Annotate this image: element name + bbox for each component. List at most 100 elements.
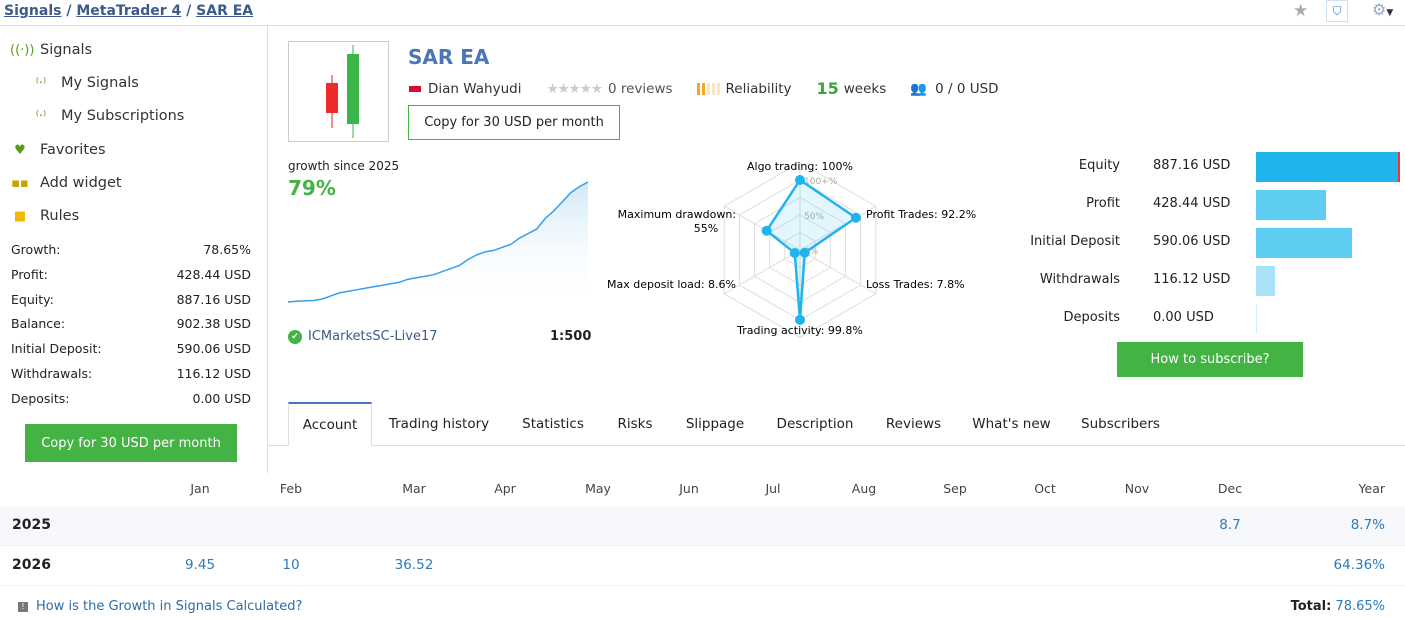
tab-description[interactable]: Description	[776, 416, 854, 432]
stat-label: Deposits:	[11, 390, 70, 406]
growth-help-link[interactable]: How is the Growth in Signals Calculated?	[36, 599, 303, 614]
weeks-count: 15	[816, 79, 839, 98]
radar-point	[799, 247, 810, 258]
year-total: 8.7%	[1350, 517, 1385, 533]
gear-icon[interactable]: ⚙▼	[1372, 0, 1394, 19]
balance-label: Deposits	[1063, 310, 1120, 325]
month-header: Apr	[494, 481, 516, 496]
month-header: Jan	[190, 481, 210, 496]
total-value: 78.65%	[1335, 599, 1385, 614]
radar-tick: 100+%	[804, 177, 838, 187]
broker: ✔ ICMarketsSC-Live17	[288, 329, 437, 344]
author-link[interactable]: Dian Wahyudi	[428, 80, 522, 97]
breadcrumb: Signals / MetaTrader 4 / SAR EA	[4, 3, 254, 19]
radar-spoke	[799, 249, 877, 295]
widget-icon: ▪▪	[11, 175, 29, 191]
balance-label: Withdrawals	[1039, 272, 1120, 287]
label: Rules	[40, 208, 80, 224]
total-label: Total:	[1290, 599, 1332, 614]
balance-label: Equity	[1078, 158, 1120, 173]
balance-value: 0.00 USD	[1153, 310, 1214, 325]
stat-value: 116.12 USD	[176, 366, 251, 381]
radar-label: Algo trading: 100%	[747, 160, 853, 173]
growth-help: ! How is the Growth in Signals Calculate…	[18, 599, 302, 614]
sidebar-item-signals[interactable]: ((·)) Signals	[10, 42, 92, 58]
radar-label: Profit Trades: 92.2%	[866, 208, 976, 221]
sidebar-copy-button[interactable]: Copy for 30 USD per month	[25, 424, 237, 462]
label: Signals	[40, 42, 93, 58]
subscribers-value: 0 / 0 USD	[935, 80, 999, 97]
tab-what-s-new[interactable]: What's new	[972, 416, 1051, 432]
tab-subscribers[interactable]: Subscribers	[1081, 416, 1160, 432]
balance-value: 887.16 USD	[1153, 158, 1231, 173]
tab-slippage[interactable]: Slippage	[685, 416, 745, 432]
stat-value: 590.06 USD	[176, 341, 251, 357]
balance-value: 116.12 USD	[1153, 272, 1231, 287]
month-header: May	[585, 481, 611, 496]
stat-row: Initial Deposit: 590.06 USD	[11, 341, 251, 356]
radar-point	[850, 212, 861, 223]
stat-label: Balance:	[11, 316, 66, 332]
tab-trading-history[interactable]: Trading history	[388, 416, 490, 432]
month-header: Aug	[851, 481, 877, 496]
balance-bar	[1256, 266, 1275, 296]
growth-value: 79%	[288, 176, 336, 200]
year-header: Year	[1358, 481, 1385, 496]
balance-label: Initial Deposit	[1030, 234, 1120, 249]
sidebar-item-favorites[interactable]: ♥ Favorites	[10, 142, 105, 158]
month-value: 9.45	[184, 557, 216, 573]
balance-value: 590.06 USD	[1153, 234, 1231, 249]
rules-icon: ■	[13, 208, 27, 224]
stat-value: 428.44 USD	[176, 266, 251, 282]
month-value: 36.52	[394, 557, 434, 573]
radar-label: Max deposit load: 8.6%	[607, 278, 736, 291]
star-icon[interactable]: ★	[1293, 1, 1309, 21]
page-title: SAR EA	[408, 45, 490, 69]
radar-point	[795, 314, 805, 325]
label: My Signals	[61, 75, 139, 91]
weeks-label: weeks	[843, 80, 887, 97]
growth-chart	[288, 181, 588, 305]
bookmark-icon[interactable]: ⛉	[1326, 0, 1348, 22]
breadcrumb-current[interactable]: SAR EA	[196, 3, 254, 19]
sidebar-item-my-signals[interactable]: ⁽·⁾ My Signals	[31, 75, 139, 91]
breadcrumb-metatrader[interactable]: MetaTrader 4	[76, 3, 182, 19]
radar-spoke	[723, 205, 801, 251]
tab-account[interactable]: Account	[288, 402, 372, 446]
tab-risks[interactable]: Risks	[617, 416, 653, 432]
broker-name[interactable]: ICMarketsSC-Live17	[308, 329, 438, 344]
month-header: Nov	[1124, 481, 1150, 496]
rating-stars: ★★★★★	[546, 80, 603, 97]
stat-value: 0.00 USD	[192, 390, 251, 406]
sidebar-item-add-widget[interactable]: ▪▪ Add widget	[10, 175, 122, 191]
label: Add widget	[40, 175, 122, 191]
reliability-label: Reliability	[725, 80, 792, 97]
sidebar-item-rules[interactable]: ■ Rules	[10, 208, 79, 224]
how-to-subscribe-button[interactable]: How to subscribe?	[1117, 342, 1303, 377]
month-value: 10	[282, 557, 300, 573]
growth-label: growth since 2025	[288, 159, 400, 173]
balance-value: 428.44 USD	[1153, 196, 1231, 211]
my-signals-icon: ⁽·⁾	[35, 75, 47, 91]
label: My Subscriptions	[61, 108, 185, 124]
breadcrumb-signals[interactable]: Signals	[4, 3, 62, 19]
reliability-bars	[696, 82, 720, 95]
row-year: 2025	[12, 517, 51, 533]
table-row	[0, 546, 1405, 586]
radar-label: Loss Trades: 7.8%	[866, 278, 965, 291]
month-header: Oct	[1034, 481, 1056, 496]
flag-icon	[409, 85, 421, 92]
month-header: Jun	[679, 481, 699, 496]
stat-value: 887.16 USD	[176, 291, 251, 307]
tab-statistics[interactable]: Statistics	[522, 416, 584, 432]
reviews-link[interactable]: 0 reviews	[607, 80, 673, 97]
favorites-icon: ♥	[14, 142, 26, 158]
sidebar-item-my-subscriptions[interactable]: ⁽·⁾ My Subscriptions	[31, 108, 185, 124]
subscribers-icon: 👥	[910, 80, 928, 97]
stat-label: Profit:	[11, 266, 48, 282]
signal-logo	[288, 41, 389, 142]
stat-value: 78.65%	[203, 242, 251, 257]
month-header: Mar	[402, 481, 426, 496]
tab-reviews[interactable]: Reviews	[885, 416, 942, 432]
header-copy-button[interactable]: Copy for 30 USD per month	[408, 105, 620, 140]
